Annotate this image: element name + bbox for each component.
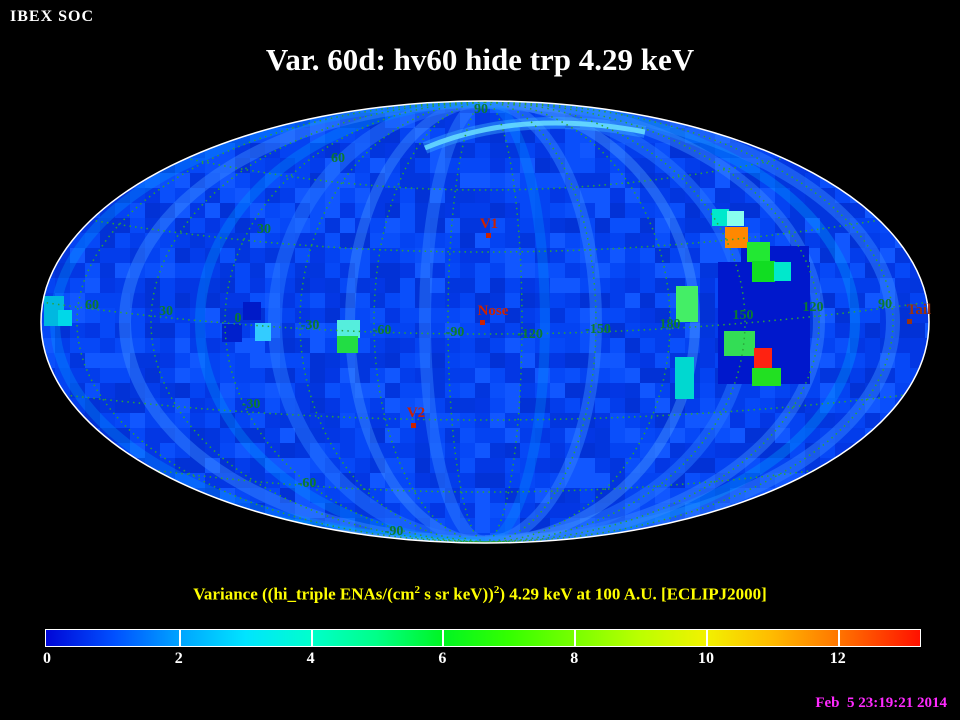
map-highlight-cell <box>337 336 358 353</box>
map-highlight-cell <box>725 227 748 248</box>
map-highlight-cell <box>243 302 261 320</box>
caption-text: ) 4.29 keV at 100 A.U. [ECLIPJ2000] <box>499 584 767 604</box>
colorbar-separator <box>178 630 181 646</box>
latitude-label: 30 <box>257 222 271 237</box>
longitude-label: -150 <box>585 322 611 337</box>
marker-dot-nose <box>480 320 485 325</box>
colorbar-tick-label: 2 <box>174 650 183 667</box>
longitude-label: -90 <box>446 325 465 340</box>
caption-text: Variance ((hi_triple ENAs/(cm <box>193 584 415 604</box>
map-highlight-cell <box>774 262 791 281</box>
longitude-label: -120 <box>517 327 543 342</box>
colorbar-separator <box>706 630 708 646</box>
longitude-label: 150 <box>733 308 754 323</box>
latitude-label: -90 <box>385 524 404 539</box>
longitude-label: 180 <box>660 317 681 332</box>
caption-sup: 2 <box>414 584 421 596</box>
colorbar-tick-label: 10 <box>698 650 714 667</box>
variance-caption: Variance ((hi_triple ENAs/(cm2 s sr keV)… <box>0 584 960 605</box>
colorbar-tick-label: 6 <box>438 650 447 667</box>
longitude-label: -30 <box>301 318 320 333</box>
map-highlight-cell <box>676 286 698 322</box>
marker-label-tail: Tail <box>907 302 931 318</box>
colorbar-separator <box>310 630 313 646</box>
colorbar-tick-label: 4 <box>306 650 315 667</box>
map-highlight-cell <box>752 368 781 386</box>
map-highlight-cell <box>712 209 729 226</box>
marker-label-nose: Nose <box>478 303 509 319</box>
graticule-line <box>150 101 486 543</box>
longitude-label: 0 <box>235 311 242 326</box>
map-outline <box>40 100 930 544</box>
graticule-line <box>41 301 929 335</box>
graticule-line <box>299 101 486 543</box>
sky-map-svg: 60 30 0 -30 -60 -90 -120 -150 180 150 120 90 90 60 30 -… <box>40 100 931 544</box>
longitude-label: 120 <box>803 300 824 315</box>
caption-text: s sr keV)) <box>420 584 494 604</box>
graticule-line <box>373 101 486 543</box>
map-highlight-cell <box>222 324 242 342</box>
app-brand: IBEX SOC <box>10 8 95 25</box>
graticule-line <box>484 101 671 543</box>
colorbar-tick-label: 12 <box>829 650 846 667</box>
marker-label-v2: V2 <box>407 405 425 421</box>
map-highlight-cell <box>724 331 755 356</box>
colorbar-labels: 0 2 4 6 8 10 12 <box>43 650 921 672</box>
map-highlight-cell <box>727 211 744 226</box>
graticule-line <box>484 101 523 543</box>
graticule-line <box>484 101 597 543</box>
plot-title: Var. 60d: hv60 hide trp 4.29 keV <box>265 42 695 77</box>
caption-sup: 2 <box>493 584 500 596</box>
timestamp: Feb 5 23:19:21 2014 <box>815 695 947 711</box>
graticule-line <box>224 101 486 543</box>
marker-dot-tail <box>907 319 912 324</box>
graticule-line <box>484 101 820 543</box>
graticule-line <box>484 101 746 543</box>
marker-dot-v2 <box>411 423 416 428</box>
map-clipped-layer <box>41 101 929 543</box>
marker-dot-v1 <box>486 233 491 238</box>
latitude-label: 60 <box>331 151 345 166</box>
map-highlight-cell <box>255 323 271 341</box>
colorbar-separator <box>837 630 840 646</box>
colorbar <box>45 629 921 647</box>
marker-label-v1: V1 <box>480 216 498 232</box>
graticule-line <box>447 101 486 543</box>
longitude-label: 90 <box>878 297 892 312</box>
graticule-line <box>184 157 786 191</box>
longitude-label: 60 <box>85 298 99 313</box>
map-highlight-cell <box>675 357 694 399</box>
map-highlight-cell <box>754 348 772 369</box>
colorbar-separator <box>574 630 577 646</box>
latitude-label: -30 <box>242 397 261 412</box>
latitude-label: 90 <box>474 102 488 117</box>
sky-map: 60 30 0 -30 -60 -90 -120 -150 180 150 120 90 90 60 30 -… <box>40 100 931 544</box>
map-highlight-cell <box>337 320 360 338</box>
latitude-label: -60 <box>298 476 317 491</box>
colorbar-tick-label: 0 <box>43 650 51 667</box>
map-highlight-cell <box>58 310 72 326</box>
longitude-label: -60 <box>373 323 392 338</box>
longitude-label: 30 <box>159 304 173 319</box>
map-highlight-cell <box>747 242 770 262</box>
colorbar-separator <box>442 630 445 646</box>
graticule-line <box>89 219 881 253</box>
colorbar-tick-label: 8 <box>570 650 579 667</box>
map-highlight-cell <box>752 261 775 282</box>
